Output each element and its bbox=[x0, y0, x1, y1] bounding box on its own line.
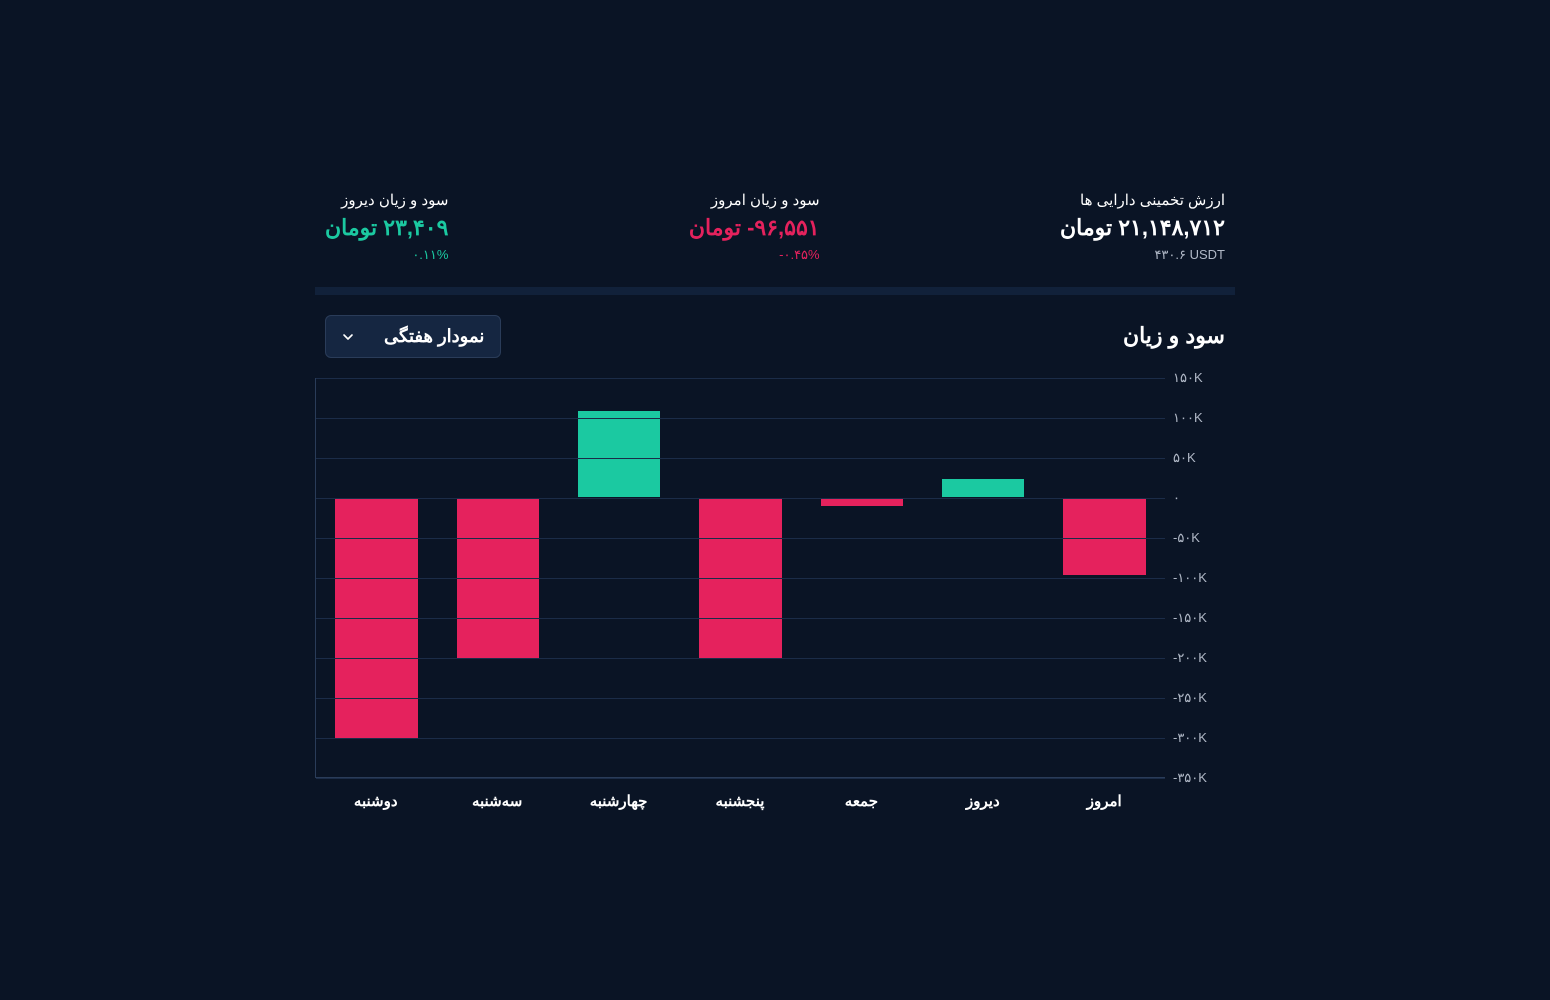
x-tick-label: دوشنبه bbox=[315, 792, 436, 810]
y-tick-label: ۱۰۰K bbox=[1173, 410, 1203, 426]
stat-assets: ارزش تخمینی دارایی ها ۲۱,۱۴۸,۷۱۲ تومان ۴… bbox=[1060, 191, 1225, 263]
stat-yesterday-sub: ۰.۱۱% bbox=[325, 247, 448, 263]
stat-yesterday: سود و زیان دیروز ۲۳,۴۰۹ تومان ۰.۱۱% bbox=[325, 191, 448, 263]
y-tick-label: -۳۰۰K bbox=[1173, 730, 1207, 746]
y-tick-label: -۵۰K bbox=[1173, 530, 1200, 546]
period-dropdown-label: نمودار هفتگی bbox=[384, 326, 484, 347]
stats-row: ارزش تخمینی دارایی ها ۲۱,۱۴۸,۷۱۲ تومان ۴… bbox=[315, 191, 1235, 287]
chart-title: سود و زیان bbox=[1123, 323, 1225, 349]
gridline bbox=[316, 458, 1165, 459]
bar bbox=[578, 411, 660, 497]
y-axis: ۱۵۰K۱۰۰K۵۰K۰-۵۰K-۱۰۰K-۱۵۰K-۲۰۰K-۲۵۰K-۳۰۰… bbox=[1165, 378, 1235, 778]
x-tick-label: امروز bbox=[1044, 792, 1165, 810]
period-dropdown[interactable]: نمودار هفتگی bbox=[325, 315, 501, 358]
bar bbox=[1063, 498, 1145, 576]
gridline bbox=[316, 418, 1165, 419]
gridline bbox=[316, 378, 1165, 379]
gridline bbox=[316, 778, 1165, 779]
gridline bbox=[316, 618, 1165, 619]
chart-area: ۱۵۰K۱۰۰K۵۰K۰-۵۰K-۱۰۰K-۱۵۰K-۲۰۰K-۲۵۰K-۳۰۰… bbox=[315, 378, 1235, 810]
stat-today-sub: -۰.۴۵% bbox=[689, 247, 820, 263]
stat-assets-label: ارزش تخمینی دارایی ها bbox=[1060, 191, 1225, 209]
divider bbox=[315, 287, 1235, 295]
stat-today-label: سود و زیان امروز bbox=[689, 191, 820, 209]
gridline bbox=[316, 578, 1165, 579]
y-tick-label: -۳۵۰K bbox=[1173, 770, 1207, 786]
y-tick-label: ۰ bbox=[1173, 490, 1180, 506]
chevron-down-icon bbox=[342, 330, 354, 342]
bar bbox=[942, 479, 1024, 497]
chart-header: سود و زیان نمودار هفتگی bbox=[315, 315, 1235, 378]
bar bbox=[821, 498, 903, 506]
stat-yesterday-label: سود و زیان دیروز bbox=[325, 191, 448, 209]
plot bbox=[315, 378, 1165, 778]
plot-wrapper: ۱۵۰K۱۰۰K۵۰K۰-۵۰K-۱۰۰K-۱۵۰K-۲۰۰K-۲۵۰K-۳۰۰… bbox=[315, 378, 1235, 778]
gridline bbox=[316, 538, 1165, 539]
stat-today: سود و زیان امروز ۹۶,۵۵۱- تومان -۰.۴۵% bbox=[689, 191, 820, 263]
gridline bbox=[316, 498, 1165, 499]
gridline bbox=[316, 658, 1165, 659]
x-axis: دوشنبهسه‌شنبهچهارشنبهپنجشنبهجمعهدیروزامر… bbox=[315, 792, 1235, 810]
dashboard-container: ارزش تخمینی دارایی ها ۲۱,۱۴۸,۷۱۲ تومان ۴… bbox=[315, 191, 1235, 810]
x-tick-label: چهارشنبه bbox=[558, 792, 679, 810]
stat-yesterday-value: ۲۳,۴۰۹ تومان bbox=[325, 215, 448, 241]
stat-today-value: ۹۶,۵۵۱- تومان bbox=[689, 215, 820, 241]
gridline bbox=[316, 738, 1165, 739]
gridline bbox=[316, 698, 1165, 699]
stat-assets-value: ۲۱,۱۴۸,۷۱۲ تومان bbox=[1060, 215, 1225, 241]
x-tick-label: جمعه bbox=[801, 792, 922, 810]
y-tick-label: ۵۰K bbox=[1173, 450, 1196, 466]
x-tick-label: سه‌شنبه bbox=[436, 792, 557, 810]
stat-assets-sub: ۴۳۰.۶ USDT bbox=[1060, 247, 1225, 263]
x-tick-label: پنجشنبه bbox=[679, 792, 800, 810]
y-tick-label: -۱۰۰K bbox=[1173, 570, 1207, 586]
x-tick-label: دیروز bbox=[922, 792, 1043, 810]
y-tick-label: -۲۵۰K bbox=[1173, 690, 1207, 706]
y-tick-label: -۱۵۰K bbox=[1173, 610, 1207, 626]
y-tick-label: -۲۰۰K bbox=[1173, 650, 1207, 666]
y-tick-label: ۱۵۰K bbox=[1173, 370, 1203, 386]
